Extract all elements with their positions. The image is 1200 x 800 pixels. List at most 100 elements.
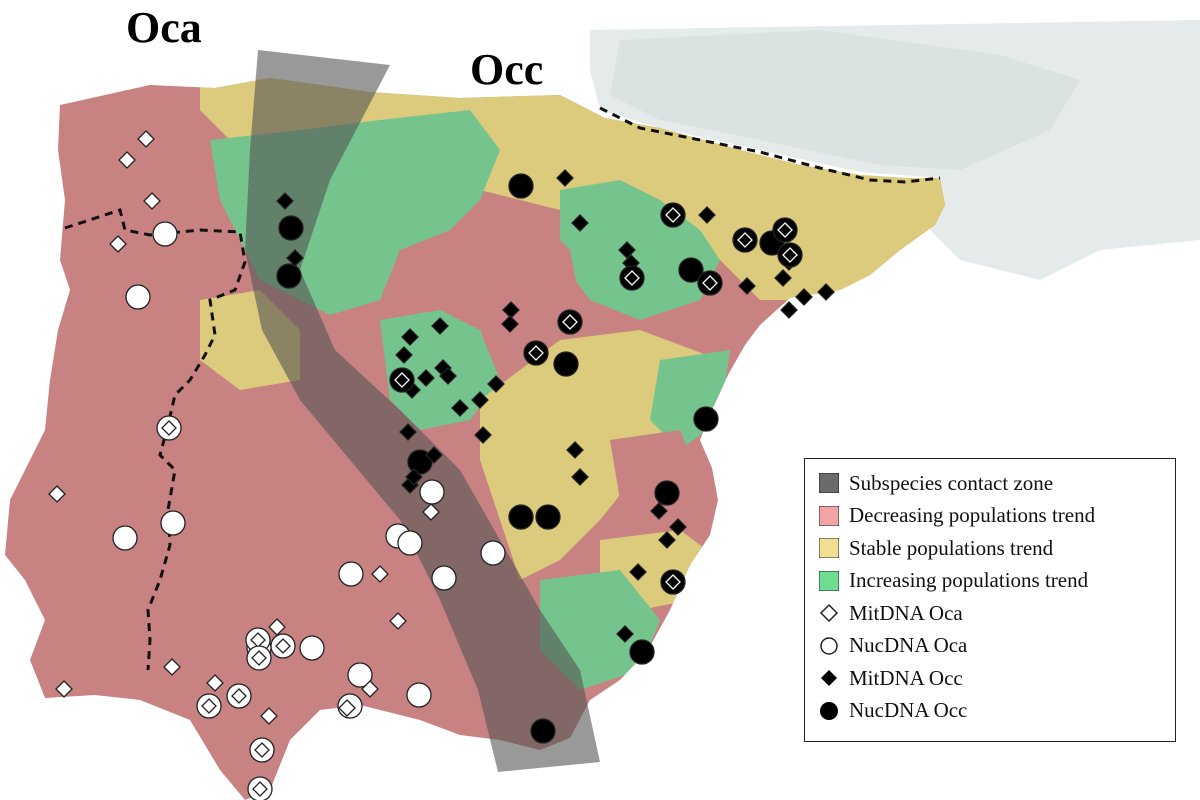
mitdna-occ-marker [817,283,835,301]
nucdna-occ-marker [629,639,655,665]
decreasing-swatch [819,505,839,526]
mitdna-oca-marker [371,565,389,583]
nucdna-occ-marker [535,504,561,530]
map-legend: Subspecies contact zone Decreasing popul… [804,458,1176,742]
oca-zone-label: Oca [126,3,202,52]
mitdna-occ-marker [571,468,589,486]
nucdna-occ-marker [508,504,534,530]
mitdna-occ-marker [394,372,410,388]
mitdna-occ-marker [780,301,798,319]
mitdna-oca-marker [254,742,270,758]
mitdna-occ-marker [431,317,449,335]
legend-item-nuc-occ: NucDNA Occ [819,695,1175,728]
mitdna-oca-marker [143,192,161,210]
mitdna-occ-marker [487,375,505,393]
nucdna-oca-marker [299,635,325,661]
france-relief [610,30,1080,170]
nucdna-oca-marker [406,682,432,708]
legend-label: MitDNA Occ [849,665,963,690]
legend-label: Increasing populations trend [849,568,1089,593]
mitdna-occ-marker [425,446,443,464]
nucdna-occ-marker [553,351,579,377]
mitdna-occ-marker [556,169,574,187]
contact-zone-swatch [819,473,839,494]
mitdna-oca-marker [118,151,136,169]
mitdna-occ-marker [665,574,681,590]
mitdna-occ-marker [795,288,813,306]
nucdna-occ-marker [654,480,680,506]
legend-label: Decreasing populations trend [849,503,1096,528]
mitdna-oca-marker [251,650,267,666]
mitdna-occ-marker [276,192,294,210]
nucdna-oca-marker [397,530,423,556]
legend-item-increasing: Increasing populations trend [819,565,1175,598]
mitdna-oca-marker [55,680,73,698]
mitdna-oca-marker [252,781,268,797]
mitdna-occ-marker [395,346,413,364]
mitdna-occ-marker [624,270,640,286]
mitdna-occ-marker [401,328,419,346]
nucdna-oca-marker [152,221,178,247]
mitdna-oca-marker [206,674,224,692]
mitdna-occ-marker [774,269,792,287]
mitdna-oca-marker [48,485,66,503]
mitdna-occ-marker [629,563,647,581]
open-diamond-icon [819,603,839,623]
mitdna-occ-marker [669,518,687,536]
filled-diamond-icon [819,668,839,688]
mitdna-occ-marker [698,206,716,224]
nucdna-oca-marker [347,662,373,688]
mitdna-oca-marker [422,503,440,521]
pyrenees-border [599,106,941,184]
mitdna-occ-marker [474,426,492,444]
mitdna-oca-marker [163,658,181,676]
legend-label: Stable populations trend [849,535,1054,560]
nucdna-occ-marker [407,449,433,475]
mitdna-occ-marker [777,222,793,238]
mitdna-occ-marker [417,369,435,387]
filled-circle-icon [819,701,839,721]
mitdna-oca-marker [161,420,177,436]
mitdna-occ-marker [665,207,681,223]
sample-markers [48,130,835,800]
nucdna-oca-marker [419,479,445,505]
mitdna-oca-marker [260,707,278,725]
mitdna-occ-marker [618,241,636,259]
mitdna-occ-marker [562,314,578,330]
mitdna-occ-marker [571,214,589,232]
nucdna-occ-marker [678,257,704,283]
legend-item-decreasing: Decreasing populations trend [819,500,1175,533]
legend-label: MitDNA Oca [849,600,963,625]
legend-label: Subspecies contact zone [849,470,1054,495]
mitdna-occ-marker [702,275,718,291]
stable-swatch [819,538,839,559]
mitdna-occ-marker [658,531,676,549]
nucdna-occ-marker [278,215,304,241]
nucdna-occ-marker [693,406,719,432]
mitdna-oca-marker [389,612,407,630]
occ-zone-label: Occ [470,45,544,94]
mitdna-occ-marker [616,625,634,643]
nucdna-oca-marker [160,510,186,536]
mitdna-oca-marker [137,130,155,148]
mitdna-occ-marker [439,367,457,385]
legend-label: NucDNA Oca [849,633,968,658]
mitdna-occ-marker [501,315,519,333]
mitdna-occ-marker [566,441,584,459]
legend-item-mit-occ: MitDNA Occ [819,662,1175,695]
decreasing-region-valencia [610,430,700,540]
nucdna-oca-marker [125,284,151,310]
mitdna-occ-marker [650,502,668,520]
mitdna-occ-marker [451,399,469,417]
legend-item-contact: Subspecies contact zone [819,467,1175,500]
mitdna-occ-marker [405,468,423,486]
open-circle-icon [819,636,839,656]
mitdna-oca-marker [109,235,127,253]
decreasing-region-center-north [460,220,580,330]
nucdna-oca-marker [431,565,457,591]
legend-item-nuc-oca: NucDNA Oca [819,630,1175,663]
mitdna-occ-marker [471,391,489,409]
mitdna-oca-marker [275,638,291,654]
contact-zone-band [245,50,600,772]
